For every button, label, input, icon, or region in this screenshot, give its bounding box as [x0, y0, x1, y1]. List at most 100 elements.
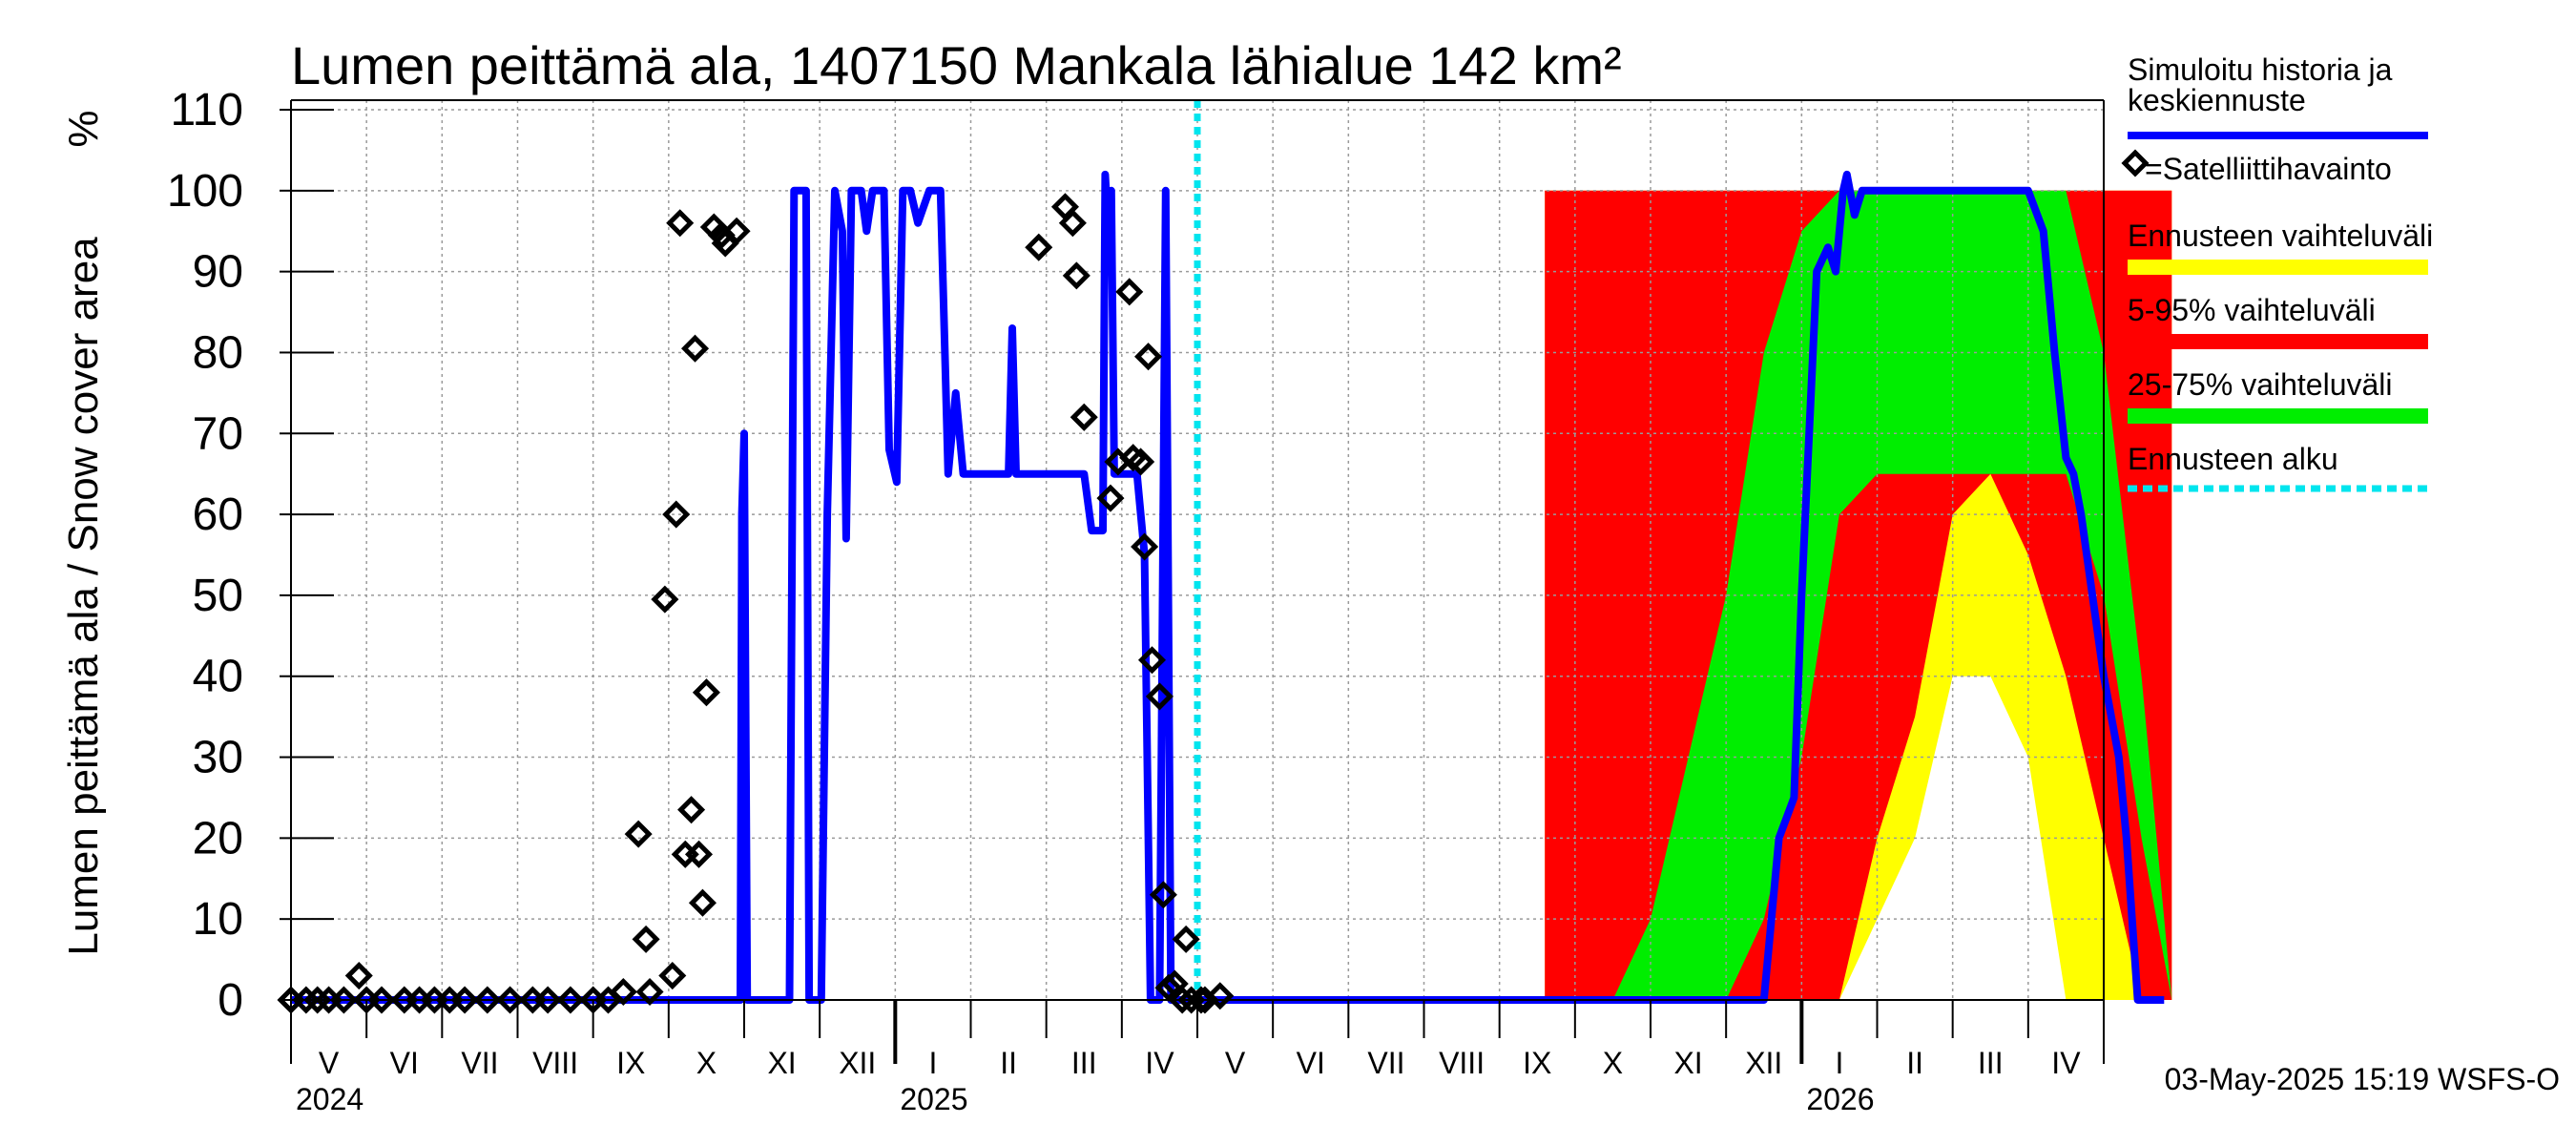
- y-tick-label: 40: [193, 652, 243, 702]
- month-label: VIII: [1439, 1046, 1485, 1080]
- month-label: V: [1225, 1046, 1246, 1080]
- observation-marker: [1127, 448, 1155, 476]
- y-tick-label: 20: [193, 813, 243, 864]
- month-label: II: [1000, 1046, 1017, 1080]
- satellite-observations: [277, 193, 1235, 1014]
- observation-marker: [688, 888, 717, 917]
- month-label: VII: [461, 1046, 498, 1080]
- observation-marker: [1131, 532, 1159, 561]
- month-label: I: [1835, 1046, 1843, 1080]
- observation-marker: [496, 986, 525, 1014]
- year-label: 2025: [900, 1082, 967, 1116]
- month-label: XI: [767, 1046, 796, 1080]
- month-label: III: [1071, 1046, 1097, 1080]
- y-axis-unit: %: [60, 110, 107, 147]
- month-label: X: [696, 1046, 717, 1080]
- observation-marker: [692, 678, 720, 707]
- legend-label: =Satelliittihavainto: [2145, 152, 2392, 186]
- simulated-series: [291, 170, 2165, 1004]
- observation-marker: [1115, 278, 1144, 306]
- observation-marker: [1172, 925, 1200, 953]
- y-tick-label: 70: [193, 408, 243, 459]
- month-label: XII: [839, 1046, 876, 1080]
- y-tick-label: 0: [218, 975, 243, 1026]
- timestamp: 03-May-2025 15:19 WSFS-O: [2165, 1062, 2560, 1096]
- observation-marker: [473, 986, 502, 1014]
- band-25-75: [1545, 190, 2172, 1001]
- month-label: II: [1906, 1046, 1923, 1080]
- month-label: XII: [1745, 1046, 1782, 1080]
- observation-marker: [681, 334, 710, 363]
- observation-marker: [329, 986, 358, 1014]
- observation-marker: [1070, 403, 1098, 431]
- legend-symbol-band: [2128, 260, 2428, 275]
- legend-label: keskiennuste: [2128, 83, 2306, 117]
- month-label: V: [319, 1046, 340, 1080]
- observation-marker: [1058, 209, 1087, 238]
- observation-marker: [666, 209, 695, 238]
- observation-marker: [651, 585, 679, 614]
- month-label: IX: [1523, 1046, 1551, 1080]
- observation-marker: [367, 986, 396, 1014]
- observation-marker: [624, 820, 653, 848]
- legend-label: 25-75% vaihteluväli: [2128, 367, 2393, 402]
- observation-marker: [1149, 881, 1177, 909]
- month-label: I: [928, 1046, 937, 1080]
- observation-marker: [556, 986, 585, 1014]
- month-label: XI: [1673, 1046, 1702, 1080]
- grid: [291, 100, 2104, 1000]
- month-label: IX: [616, 1046, 645, 1080]
- simulated-line: [291, 170, 2165, 1004]
- observation-marker: [1168, 986, 1196, 1014]
- observation-marker: [450, 986, 479, 1014]
- legend-symbol-band: [2128, 334, 2428, 349]
- y-tick-label: 60: [193, 489, 243, 540]
- y-tick-label: 90: [193, 247, 243, 298]
- observation-marker: [1206, 982, 1235, 1010]
- legend-label: Ennusteen vaihteluväli: [2128, 219, 2433, 253]
- chart-title: Lumen peittämä ala, 1407150 Mankala lähi…: [291, 35, 1622, 95]
- y-tick-label: 80: [193, 327, 243, 378]
- observation-marker: [632, 925, 660, 953]
- legend-label: Ennusteen alku: [2128, 442, 2338, 476]
- observation-marker: [1134, 343, 1163, 371]
- legend-label: Simuloitu historia ja: [2128, 52, 2393, 87]
- month-label: IV: [1145, 1046, 1174, 1080]
- observation-marker: [1096, 484, 1125, 512]
- y-tick-label: 100: [167, 166, 243, 217]
- y-tick-label: 30: [193, 733, 243, 783]
- observation-marker: [662, 500, 691, 529]
- forecast-bands: [1545, 190, 2172, 1001]
- legend-symbol-band: [2128, 408, 2428, 424]
- observation-marker: [609, 977, 637, 1007]
- month-label: VI: [1297, 1046, 1325, 1080]
- month-label: VIII: [532, 1046, 578, 1080]
- y-tick-label: 110: [170, 85, 243, 135]
- observation-marker: [533, 986, 562, 1014]
- month-label: X: [1603, 1046, 1623, 1080]
- legend-symbol-observation: [2121, 149, 2150, 177]
- observation-marker: [722, 217, 751, 245]
- y-tick-label: 10: [193, 894, 243, 945]
- year-label: 2024: [296, 1082, 364, 1116]
- observation-marker: [677, 796, 706, 824]
- observation-marker: [658, 962, 687, 990]
- observation-marker: [684, 840, 714, 868]
- month-label: III: [1978, 1046, 2004, 1080]
- month-label: VII: [1367, 1046, 1404, 1080]
- observation-marker: [635, 977, 664, 1007]
- observation-marker: [344, 962, 373, 990]
- y-axis-label: Lumen peittämä ala / Snow cover area: [60, 237, 107, 956]
- observation-marker: [1025, 233, 1053, 261]
- legend-label: 5-95% vaihteluväli: [2128, 293, 2376, 327]
- month-label: VI: [390, 1046, 419, 1080]
- year-label: 2026: [1806, 1082, 1874, 1116]
- month-label: IV: [2051, 1046, 2081, 1080]
- observation-marker: [1145, 682, 1174, 711]
- y-tick-label: 50: [193, 571, 243, 621]
- observation-marker: [1062, 261, 1091, 290]
- observation-marker: [1137, 646, 1167, 675]
